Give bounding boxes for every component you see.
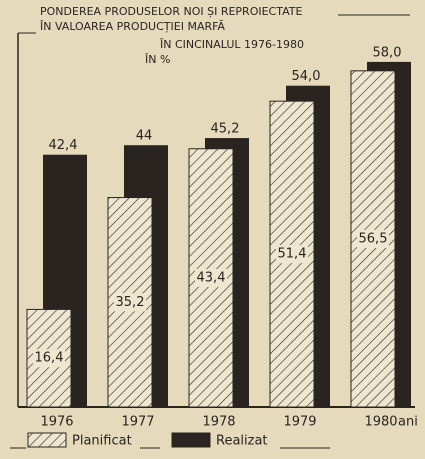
legend-label: Realizat: [216, 434, 268, 449]
value-label: 43,4: [197, 270, 226, 285]
value-label: 42,4: [49, 138, 78, 153]
x-tick-label: 1980: [364, 415, 397, 430]
value-label-bg: [33, 349, 65, 368]
value-label: 56,5: [359, 231, 388, 246]
title-line: ÎN CINCINALUL 1976-1980: [159, 38, 304, 51]
legend-swatch: [27, 432, 67, 448]
title-line: ÎN VALOAREA PRODUCȚIEI MARFĂ: [39, 20, 225, 33]
legend-label: Planificat: [72, 434, 132, 449]
value-label: 45,2: [211, 122, 240, 137]
value-label: 16,4: [35, 351, 64, 366]
x-axis-label: ani: [398, 415, 418, 430]
x-tick-label: 1977: [121, 415, 154, 430]
value-label: 58,0: [373, 45, 402, 60]
value-label: 54,0: [292, 69, 321, 84]
value-label-bg: [276, 245, 308, 264]
value-label: 51,4: [278, 247, 307, 262]
legend-swatch: [171, 432, 211, 448]
title-line: PONDEREA PRODUSELOR NOI ȘI REPROIECTATE: [40, 5, 302, 18]
value-label: 35,2: [116, 295, 145, 310]
value-label-bg: [114, 293, 146, 312]
x-tick-label: 1978: [202, 415, 235, 430]
value-label: 44: [136, 129, 153, 144]
value-label-bg: [195, 268, 227, 287]
x-tick-label: 1979: [283, 415, 316, 430]
value-label-bg: [357, 229, 389, 248]
x-tick-label: 1976: [40, 415, 73, 430]
title-line: ÎN %: [144, 53, 170, 66]
